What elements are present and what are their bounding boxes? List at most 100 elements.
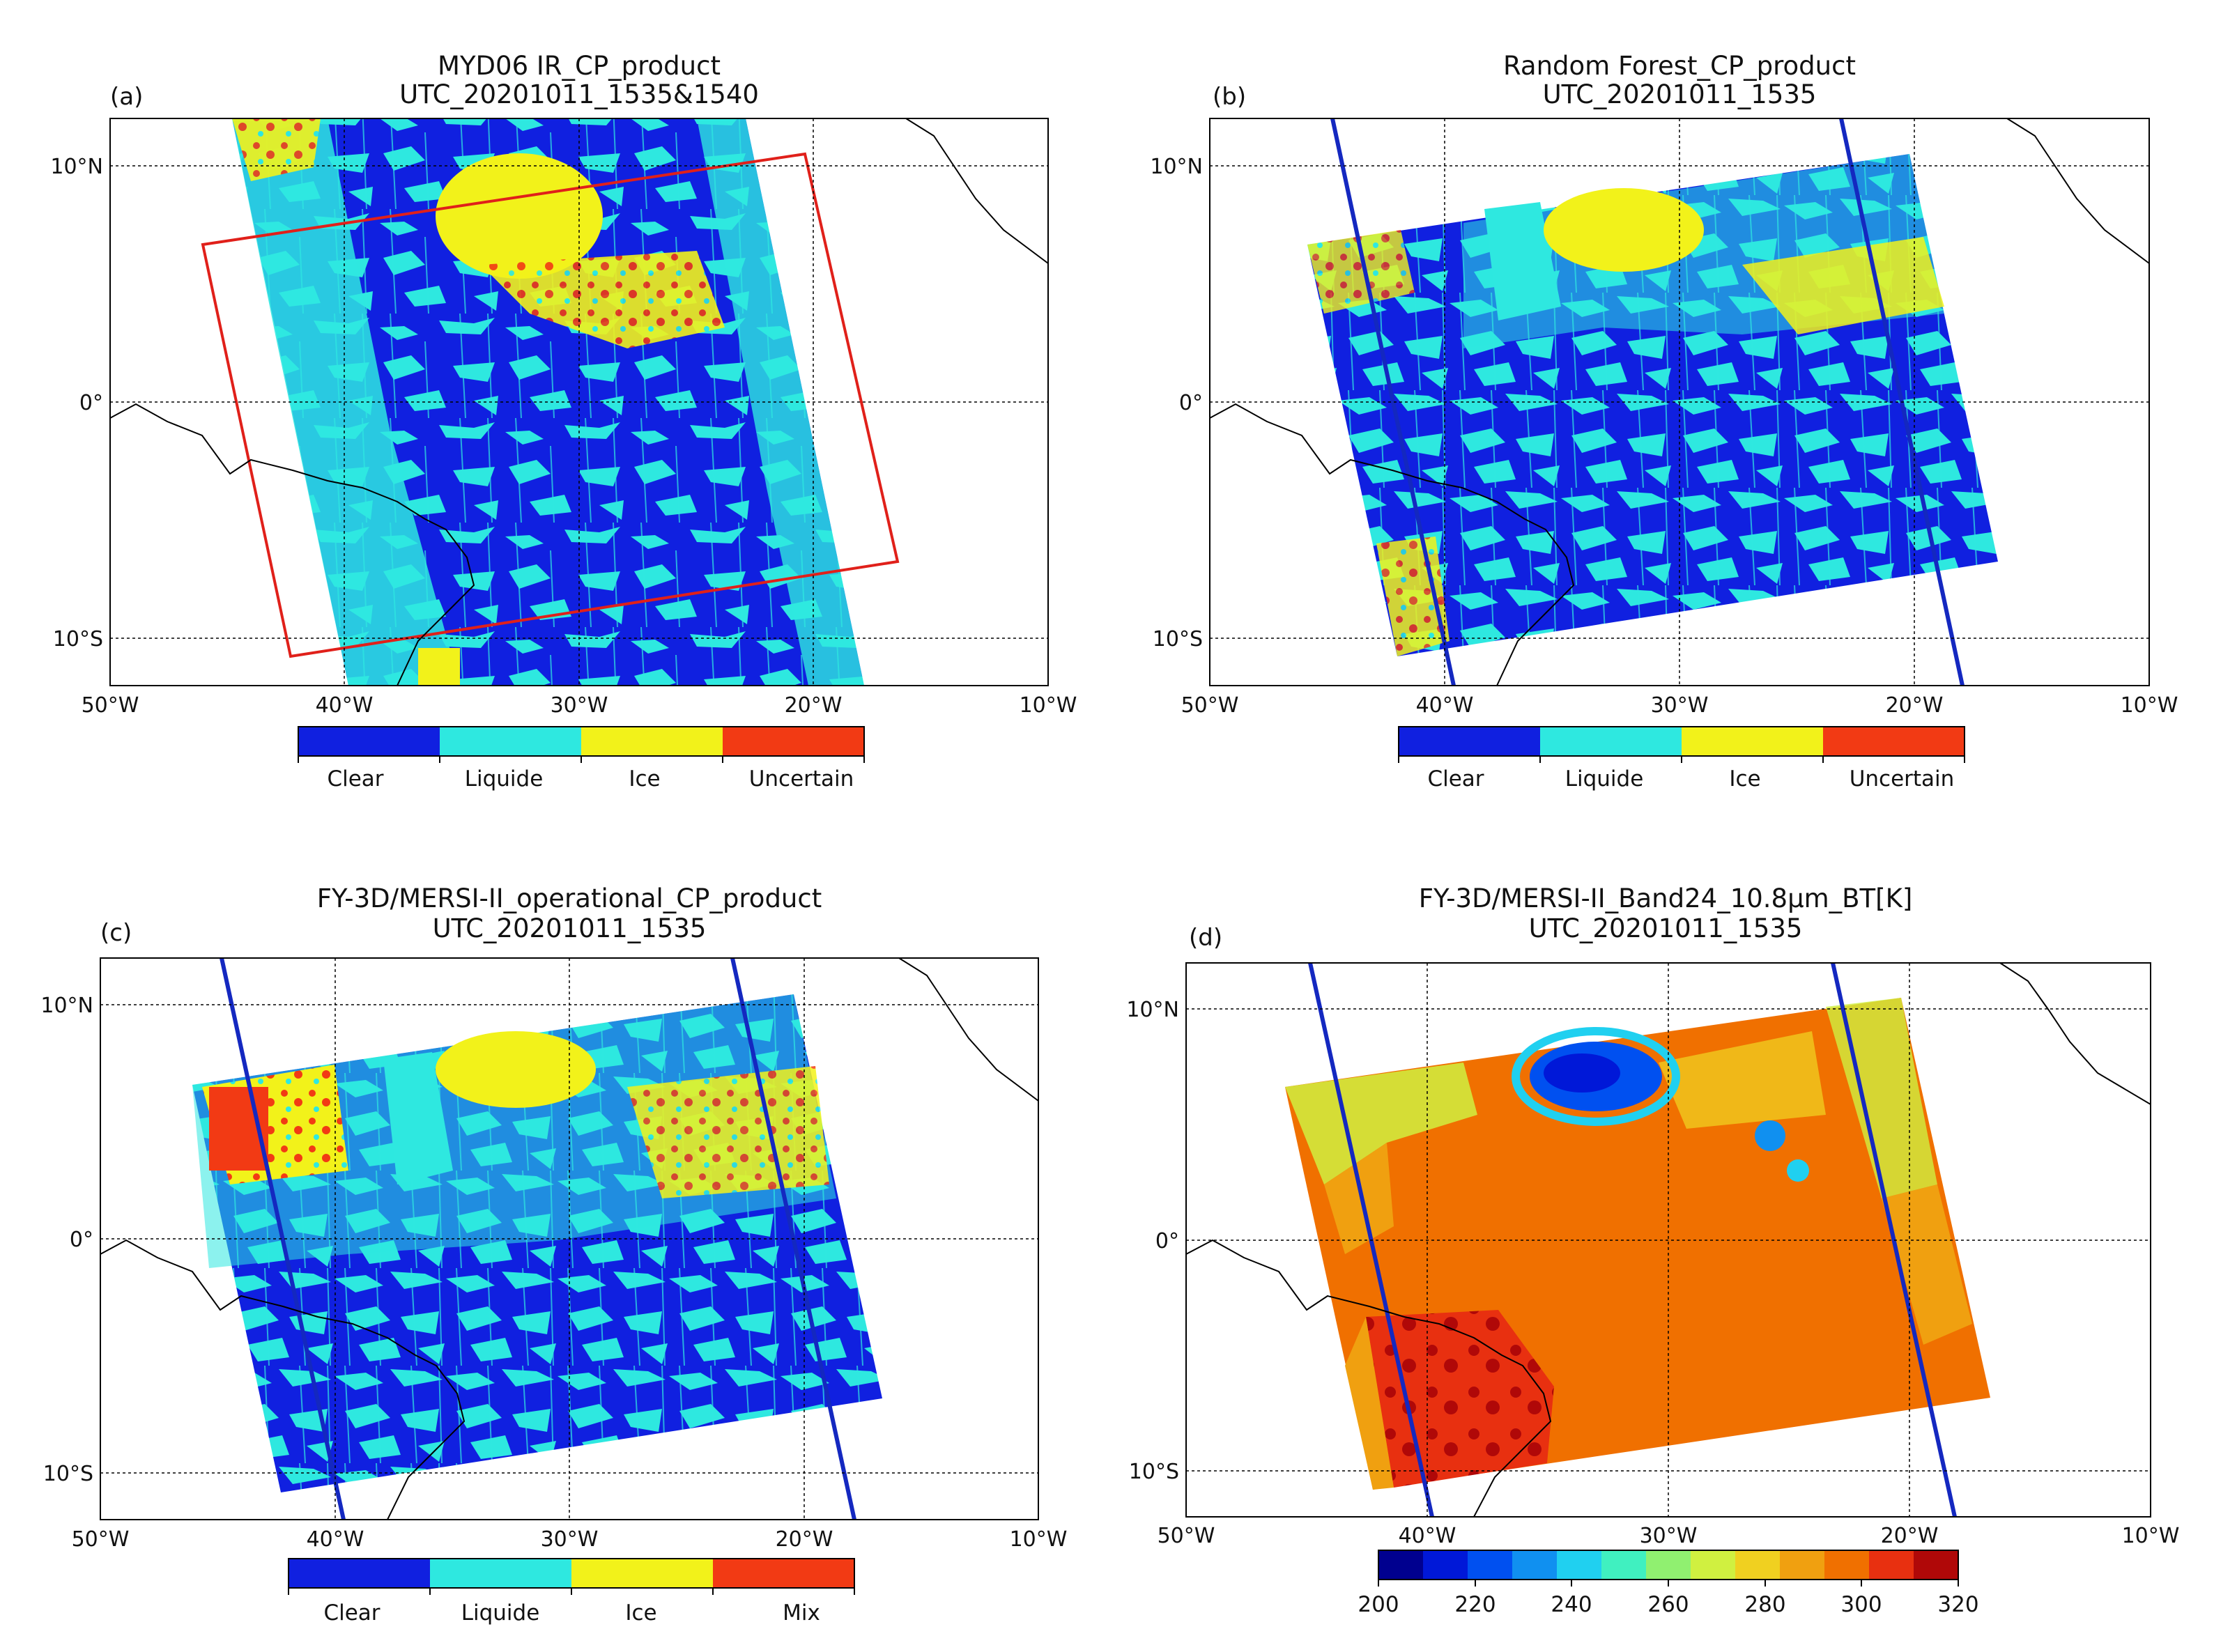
panel-a-colorbar: Clear Liquide Ice Uncertain bbox=[298, 727, 864, 792]
panel-b-cb-uncertain bbox=[1823, 727, 1965, 756]
panel-a-cb-label: Ice bbox=[629, 766, 660, 792]
panel-c-ytick: 10°N bbox=[40, 994, 93, 1018]
panel-d-ytick: 10°S bbox=[1129, 1460, 1179, 1484]
panel-a-xtick: 40°W bbox=[316, 693, 374, 718]
panel-c-cb-liquid bbox=[430, 1559, 571, 1588]
panel-d-cb-tick: 200 bbox=[1358, 1592, 1399, 1617]
panel-d-cb-step bbox=[1512, 1550, 1558, 1580]
panel-d-cb-step bbox=[1646, 1550, 1691, 1580]
panel-a-xtick: 10°W bbox=[1020, 693, 1077, 718]
panel-d-title-line2: UTC_20201011_1535 bbox=[1529, 913, 1803, 943]
panel-a-ytick: 10°N bbox=[50, 155, 103, 179]
panel-c-title-line1: FY-3D/MERSI-II_operational_CP_product bbox=[317, 883, 822, 913]
panel-b-ytick: 10°N bbox=[1150, 155, 1203, 179]
panel-a-cb-clear bbox=[298, 727, 440, 756]
panel-b-cb-label: Ice bbox=[1729, 766, 1760, 792]
panel-b-title-line2: UTC_20201011_1535 bbox=[1543, 79, 1817, 109]
panel-d-ytick: 10°N bbox=[1126, 998, 1179, 1022]
panel-d-cb-step bbox=[1914, 1550, 1959, 1580]
panel-d-cb-tick: 260 bbox=[1647, 1592, 1689, 1617]
panel-d-cb-step bbox=[1691, 1550, 1736, 1580]
panel-b-cb-label: Clear bbox=[1427, 766, 1484, 792]
panel-c-ytick: 10°S bbox=[43, 1462, 93, 1486]
panel-c-xtick: 50°W bbox=[72, 1527, 130, 1552]
panel-c-cb-label: Liquide bbox=[461, 1600, 540, 1626]
panel-c-cb-label: Clear bbox=[323, 1600, 380, 1626]
panel-c-mix-east bbox=[627, 1066, 829, 1198]
panel-c-cb-mix bbox=[713, 1559, 854, 1588]
panel-b-cb-ice bbox=[1682, 727, 1823, 756]
panel-a-xtick: 50°W bbox=[82, 693, 139, 718]
panel-d-xtick: 20°W bbox=[1881, 1524, 1939, 1548]
panel-c-title-line2: UTC_20201011_1535 bbox=[433, 913, 707, 943]
panel-c-xtick: 30°W bbox=[541, 1527, 599, 1552]
panel-d-label: (d) bbox=[1189, 924, 1222, 952]
panel-d-cb-tick: 300 bbox=[1840, 1592, 1882, 1617]
panel-b-cb-liquid bbox=[1540, 727, 1682, 756]
panel-b-colorbar: Clear Liquide Ice Uncertain bbox=[1399, 727, 1965, 792]
panel-b-ytick: 10°S bbox=[1153, 627, 1203, 651]
panel-b-xtick: 20°W bbox=[1886, 693, 1944, 718]
panel-b-cb-label: Uncertain bbox=[1850, 766, 1955, 792]
panel-d-cb-tick: 320 bbox=[1937, 1592, 1978, 1617]
panel-b-xtick: 30°W bbox=[1651, 693, 1709, 718]
panel-c-ice-cluster bbox=[436, 1031, 596, 1108]
panel-d-cold-spot bbox=[1755, 1120, 1785, 1151]
panel-b-xtick: 40°W bbox=[1416, 693, 1474, 718]
panel-a-title-line1: MYD06 IR_CP_product bbox=[438, 51, 721, 81]
panel-a-ytick: 10°S bbox=[53, 627, 103, 651]
panel-c-colorbar: Clear Liquide Ice Mix bbox=[289, 1559, 854, 1626]
panel-a-cb-liquid bbox=[440, 727, 581, 756]
panel-c-cb-ice bbox=[571, 1559, 713, 1588]
panel-d-cb-step bbox=[1824, 1550, 1870, 1580]
panel-b-label: (b) bbox=[1213, 83, 1246, 111]
panel-c-ytick: 0° bbox=[70, 1228, 93, 1252]
panel-c-label: (c) bbox=[100, 919, 132, 947]
panel-d-cb-step bbox=[1869, 1550, 1914, 1580]
panel-b-xtick: 10°W bbox=[2121, 693, 2178, 718]
panel-d-cb-tick: 220 bbox=[1454, 1592, 1496, 1617]
panel-b-title-line1: Random Forest_CP_product bbox=[1503, 51, 1856, 81]
panel-d-cb-step bbox=[1601, 1550, 1647, 1580]
panel-d-coldest-core bbox=[1544, 1053, 1620, 1093]
panel-a-cb-label: Clear bbox=[327, 766, 383, 792]
panel-d-colorbar: 200 220 240 260 280 300 320 bbox=[1358, 1550, 1978, 1617]
panel-a-title-line2: UTC_20201011_1535&1540 bbox=[399, 79, 759, 109]
panel-c-cb-label: Mix bbox=[783, 1600, 820, 1626]
panel-d-cb-step bbox=[1423, 1550, 1468, 1580]
panel-d-cb-tick: 280 bbox=[1744, 1592, 1785, 1617]
panel-b-cb-clear bbox=[1399, 727, 1540, 756]
panel-b-xtick: 50°W bbox=[1181, 693, 1239, 718]
panel-d-xtick: 50°W bbox=[1158, 1524, 1215, 1548]
figure: MYD06 IR_CP_product UTC_20201011_1535&15… bbox=[0, 0, 2214, 1652]
panel-c-xtick: 10°W bbox=[1010, 1527, 1068, 1552]
panel-c-xtick: 40°W bbox=[307, 1527, 364, 1552]
panel-d: FY-3D/MERSI-II_Band24_10.8μm_BT[K] UTC_2… bbox=[1126, 883, 2179, 1617]
panel-d-title-line1: FY-3D/MERSI-II_Band24_10.8μm_BT[K] bbox=[1419, 883, 1913, 913]
panel-d-cb-step bbox=[1378, 1550, 1424, 1580]
panel-b: Random Forest_CP_product UTC_20201011_15… bbox=[1150, 51, 2178, 792]
panel-c-cb-clear bbox=[289, 1559, 430, 1588]
panel-a-cb-label: Liquide bbox=[465, 766, 544, 792]
panel-c: FY-3D/MERSI-II_operational_CP_product UT… bbox=[40, 883, 1067, 1626]
panel-d-cb-step bbox=[1557, 1550, 1602, 1580]
panel-d-cb-step bbox=[1468, 1550, 1513, 1580]
panel-d-cb-steps bbox=[1378, 1550, 1959, 1580]
panel-d-ytick: 0° bbox=[1155, 1229, 1179, 1253]
panel-a-xtick: 30°W bbox=[551, 693, 608, 718]
panel-d-cold-spot bbox=[1787, 1159, 1809, 1182]
panel-d-xtick: 30°W bbox=[1640, 1524, 1698, 1548]
panel-d-cb-tick: 240 bbox=[1551, 1592, 1592, 1617]
panel-a-xtick: 20°W bbox=[785, 693, 843, 718]
panel-b-cb-label: Liquide bbox=[1565, 766, 1644, 792]
panel-a-cb-label: Uncertain bbox=[749, 766, 854, 792]
panel-a: MYD06 IR_CP_product UTC_20201011_1535&15… bbox=[50, 51, 1077, 792]
panel-a-cb-uncertain bbox=[723, 727, 864, 756]
panel-a-label: (a) bbox=[110, 83, 143, 111]
panel-b-ytick: 0° bbox=[1179, 391, 1203, 415]
panel-a-ice-south bbox=[418, 648, 460, 686]
panel-d-xtick: 10°W bbox=[2122, 1524, 2180, 1548]
panel-d-cb-step bbox=[1735, 1550, 1781, 1580]
panel-c-xtick: 20°W bbox=[776, 1527, 833, 1552]
panel-a-cb-ice bbox=[581, 727, 723, 756]
